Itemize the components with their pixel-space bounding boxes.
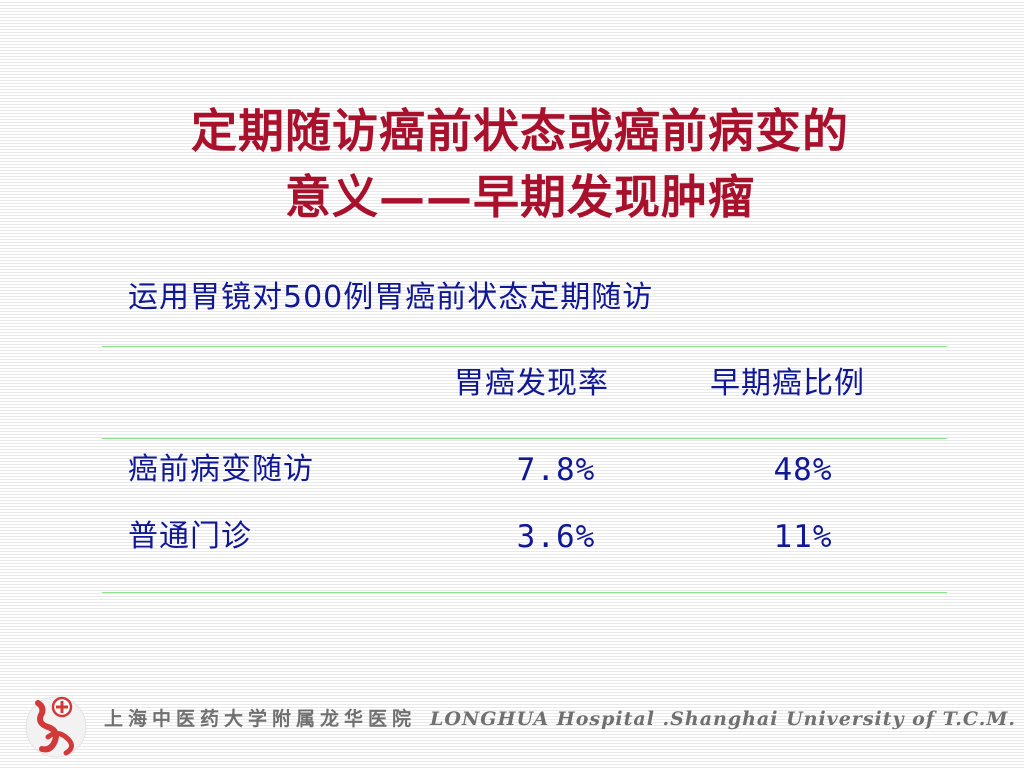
footer-institution-en: LONGHUA Hospital .Shanghai University of… [430,708,1016,730]
footer-institution-cn: 上海中医药大学附属龙华医院 [104,708,417,730]
table-top-rule [102,346,947,347]
header-detection-rate: 胃癌发现率 [454,366,609,401]
slide-title-line-2: 意义——早期发现肿瘤 [285,170,755,224]
table-bottom-rule [102,592,947,593]
early-cancer-ratio-value: 11% [773,519,833,555]
early-cancer-ratio-value: 48% [773,452,833,488]
table-header-rule [102,438,947,439]
row-label: 普通门诊 [128,519,252,554]
row-label: 癌前病变随访 [128,452,314,487]
hospital-logo-icon [25,696,87,758]
detection-rate-value: 7.8% [516,452,596,488]
footer-institution: 上海中医药大学附属龙华医院 LONGHUA Hospital .Shanghai … [104,705,1016,733]
slide-subtitle: 运用胃镜对500例胃癌前状态定期随访 [128,280,654,315]
header-early-cancer-ratio: 早期癌比例 [710,366,865,401]
footer-banner: 上海中医药大学附属龙华医院 LONGHUA Hospital .Shanghai … [18,683,1015,763]
slide-title-line-1: 定期随访癌前状态或癌前病变的 [191,104,849,158]
detection-rate-value: 3.6% [516,519,596,555]
